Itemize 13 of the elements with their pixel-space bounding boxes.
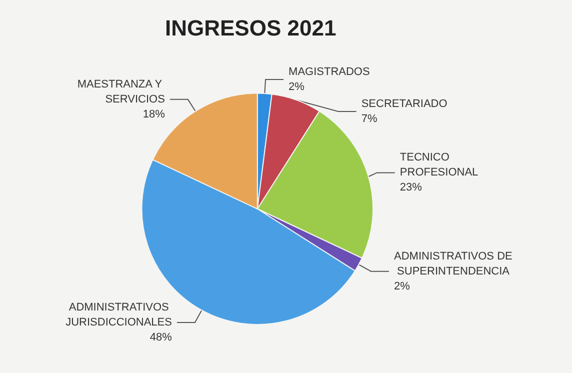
slice-label: SECRETARIADO [361, 98, 448, 110]
chart-title: INGRESOS 2021 [165, 16, 336, 40]
slice-label: MAGISTRADOS [288, 66, 370, 78]
data-label: 18% [142, 108, 166, 120]
slice-label: ADMINISTRATIVOS DE SUPERINTENDENCIA [394, 250, 512, 278]
data-label: 48% [150, 331, 172, 344]
data-label: 23% [400, 182, 422, 194]
data-label: 2% [394, 280, 410, 292]
data-label: 2% [288, 81, 305, 94]
slice-label: MAESTRANZA Y SERVICIOS [77, 78, 165, 106]
data-label: 7% [361, 113, 378, 126]
slice-label: ADMINISTRATIVOS JURISDICCIONALES [66, 301, 172, 328]
slice-label: TECNICO PROFESIONAL [400, 152, 478, 179]
